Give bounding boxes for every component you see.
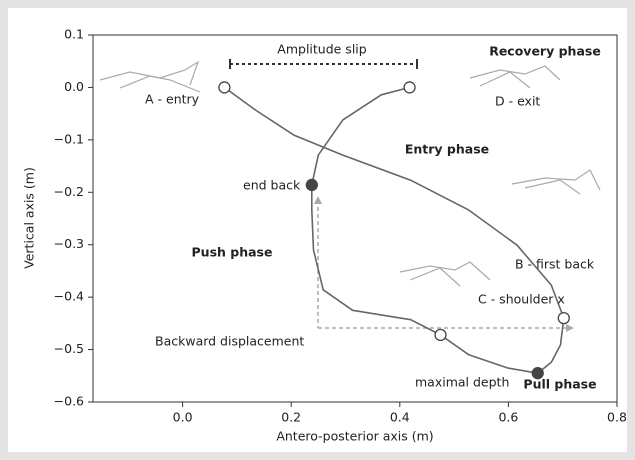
y-tick-label: −0.1 — [54, 131, 84, 146]
marker — [435, 329, 446, 340]
y-tick-label: 0.1 — [64, 27, 84, 42]
y-tick-label: −0.6 — [54, 394, 84, 409]
x-tick-label: 0.0 — [173, 410, 193, 425]
annotation: Push phase — [192, 245, 273, 260]
marker-label: B - first back — [515, 257, 595, 272]
annotation: Recovery phase — [489, 44, 601, 59]
x-tick-label: 0.2 — [281, 410, 301, 425]
y-tick-label: −0.4 — [54, 289, 84, 304]
marker — [404, 82, 415, 93]
marker — [306, 179, 317, 190]
y-axis-label: Vertical axis (m) — [22, 167, 37, 269]
y-tick-label: 0.0 — [64, 79, 84, 94]
marker-label: D - exit — [495, 94, 540, 109]
marker-label: maximal depth — [415, 375, 509, 390]
y-tick-label: −0.2 — [54, 184, 84, 199]
annotation: Amplitude slip — [277, 42, 366, 57]
annotation: Pull phase — [523, 377, 596, 392]
x-tick-label: 0.4 — [390, 410, 410, 425]
y-tick-label: −0.3 — [54, 236, 84, 251]
marker — [219, 82, 230, 93]
x-tick-label: 0.8 — [607, 410, 627, 425]
annotation: Entry phase — [405, 142, 489, 157]
marker-label: A - entry — [145, 92, 200, 107]
annotation: Backward displacement — [155, 334, 304, 349]
y-tick-label: −0.5 — [54, 341, 84, 356]
marker-label: C - shoulder x — [478, 292, 565, 307]
x-tick-label: 0.6 — [498, 410, 518, 425]
x-axis-label: Antero-posterior axis (m) — [276, 429, 433, 444]
marker — [558, 313, 569, 324]
page: {"chart_data": {"type": "line", "xlabel"… — [0, 0, 635, 460]
marker-label: end back — [243, 178, 301, 193]
chart: Antero-posterior axis (m) Vertical axis … — [0, 0, 635, 460]
